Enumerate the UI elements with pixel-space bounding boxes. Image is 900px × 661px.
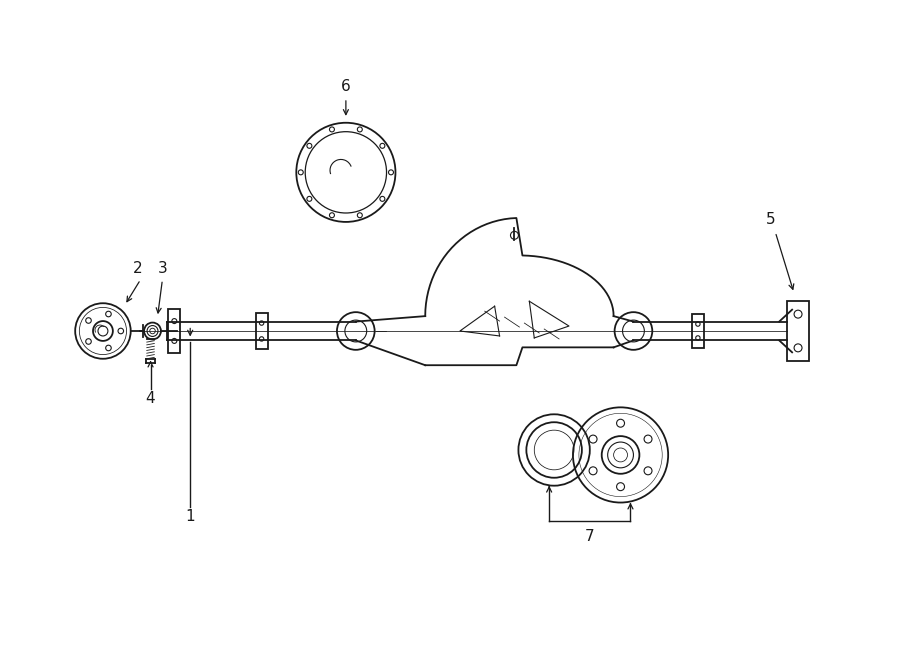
- Bar: [256, 313, 267, 349]
- Text: 5: 5: [766, 212, 775, 227]
- Text: 4: 4: [146, 391, 156, 406]
- Text: 6: 6: [341, 79, 351, 94]
- Text: 2: 2: [133, 261, 142, 276]
- Bar: [168, 309, 180, 353]
- Bar: [692, 314, 704, 348]
- Bar: [788, 301, 809, 361]
- Text: 3: 3: [158, 261, 167, 276]
- Text: 1: 1: [185, 509, 195, 524]
- Text: 7: 7: [585, 529, 595, 544]
